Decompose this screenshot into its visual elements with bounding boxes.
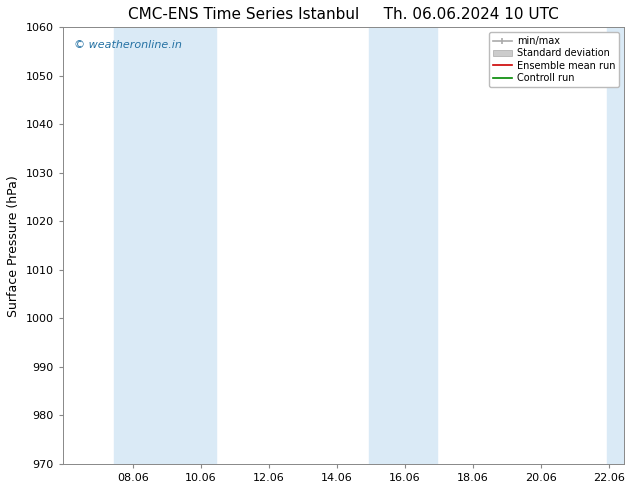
Y-axis label: Surface Pressure (hPa): Surface Pressure (hPa)	[7, 175, 20, 317]
Bar	[369, 27, 437, 464]
Bar	[113, 27, 216, 464]
Legend: min/max, Standard deviation, Ensemble mean run, Controll run: min/max, Standard deviation, Ensemble me…	[489, 32, 619, 87]
Title: CMC-ENS Time Series Istanbul     Th. 06.06.2024 10 UTC: CMC-ENS Time Series Istanbul Th. 06.06.2…	[128, 7, 559, 22]
Bar	[607, 27, 624, 464]
Text: © weatheronline.in: © weatheronline.in	[74, 40, 182, 50]
